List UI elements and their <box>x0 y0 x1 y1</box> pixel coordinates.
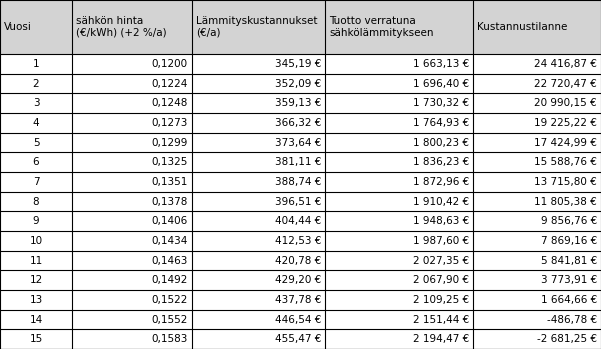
Bar <box>0 172 601 192</box>
Text: 0,1224: 0,1224 <box>151 79 188 89</box>
Bar <box>0 251 601 270</box>
Text: 381,11 €: 381,11 € <box>275 157 321 167</box>
Text: 1 800,23 €: 1 800,23 € <box>413 138 469 148</box>
Text: 404,44 €: 404,44 € <box>275 216 321 226</box>
Text: sähkön hinta
(€/kWh) (+2 %/a): sähkön hinta (€/kWh) (+2 %/a) <box>76 16 166 38</box>
Text: 20 990,15 €: 20 990,15 € <box>534 98 597 108</box>
Text: 0,1583: 0,1583 <box>151 334 188 344</box>
Text: 0,1299: 0,1299 <box>151 138 188 148</box>
Text: 2 194,47 €: 2 194,47 € <box>413 334 469 344</box>
Text: 0,1248: 0,1248 <box>151 98 188 108</box>
Text: 0,1351: 0,1351 <box>151 177 188 187</box>
Bar <box>0 113 601 133</box>
Text: 0,1200: 0,1200 <box>152 59 188 69</box>
Text: 2 027,35 €: 2 027,35 € <box>413 255 469 266</box>
Text: 412,53 €: 412,53 € <box>275 236 321 246</box>
Text: 359,13 €: 359,13 € <box>275 98 321 108</box>
Text: 0,1492: 0,1492 <box>151 275 188 285</box>
Text: 0,1552: 0,1552 <box>151 314 188 325</box>
Text: 2: 2 <box>32 79 39 89</box>
Text: -2 681,25 €: -2 681,25 € <box>537 334 597 344</box>
Bar <box>0 0 601 54</box>
Text: 0,1463: 0,1463 <box>151 255 188 266</box>
Text: 2 151,44 €: 2 151,44 € <box>413 314 469 325</box>
Text: 2 109,25 €: 2 109,25 € <box>413 295 469 305</box>
Text: 0,1434: 0,1434 <box>151 236 188 246</box>
Text: 1 664,66 €: 1 664,66 € <box>541 295 597 305</box>
Text: Lämmityskustannukset
(€/a): Lämmityskustannukset (€/a) <box>196 16 317 38</box>
Bar <box>0 329 601 349</box>
Text: 24 416,87 €: 24 416,87 € <box>534 59 597 69</box>
Bar <box>0 231 601 251</box>
Text: 22 720,47 €: 22 720,47 € <box>534 79 597 89</box>
Text: 1 730,32 €: 1 730,32 € <box>413 98 469 108</box>
Text: Tuotto verratuna
sähkölämmitykseen: Tuotto verratuna sähkölämmitykseen <box>329 16 433 38</box>
Bar <box>0 310 601 329</box>
Text: 388,74 €: 388,74 € <box>275 177 321 187</box>
Bar <box>0 211 601 231</box>
Text: 1 663,13 €: 1 663,13 € <box>413 59 469 69</box>
Text: 366,32 €: 366,32 € <box>275 118 321 128</box>
Text: 5 841,81 €: 5 841,81 € <box>541 255 597 266</box>
Bar <box>0 74 601 94</box>
Bar <box>0 54 601 74</box>
Text: 1 987,60 €: 1 987,60 € <box>413 236 469 246</box>
Text: 0,1406: 0,1406 <box>151 216 188 226</box>
Text: 352,09 €: 352,09 € <box>275 79 321 89</box>
Text: 5: 5 <box>32 138 39 148</box>
Text: 1 836,23 €: 1 836,23 € <box>413 157 469 167</box>
Text: 1 764,93 €: 1 764,93 € <box>413 118 469 128</box>
Bar <box>0 133 601 153</box>
Bar <box>0 270 601 290</box>
Text: 8: 8 <box>32 196 39 207</box>
Text: 3 773,91 €: 3 773,91 € <box>541 275 597 285</box>
Text: 17 424,99 €: 17 424,99 € <box>534 138 597 148</box>
Bar <box>0 192 601 211</box>
Text: 10: 10 <box>29 236 43 246</box>
Text: 15 588,76 €: 15 588,76 € <box>534 157 597 167</box>
Text: 9: 9 <box>32 216 39 226</box>
Text: 3: 3 <box>32 98 39 108</box>
Text: 345,19 €: 345,19 € <box>275 59 321 69</box>
Text: 1 872,96 €: 1 872,96 € <box>413 177 469 187</box>
Text: 1 696,40 €: 1 696,40 € <box>413 79 469 89</box>
Text: 420,78 €: 420,78 € <box>275 255 321 266</box>
Text: 12: 12 <box>29 275 43 285</box>
Text: 13 715,80 €: 13 715,80 € <box>534 177 597 187</box>
Text: 9 856,76 €: 9 856,76 € <box>541 216 597 226</box>
Text: 373,64 €: 373,64 € <box>275 138 321 148</box>
Text: 396,51 €: 396,51 € <box>275 196 321 207</box>
Bar <box>0 153 601 172</box>
Text: Kustannustilanne: Kustannustilanne <box>477 22 567 32</box>
Text: 0,1378: 0,1378 <box>151 196 188 207</box>
Text: 446,54 €: 446,54 € <box>275 314 321 325</box>
Text: 437,78 €: 437,78 € <box>275 295 321 305</box>
Bar <box>0 94 601 113</box>
Text: 0,1325: 0,1325 <box>151 157 188 167</box>
Text: 14: 14 <box>29 314 43 325</box>
Text: 6: 6 <box>32 157 39 167</box>
Bar <box>0 290 601 310</box>
Text: 429,20 €: 429,20 € <box>275 275 321 285</box>
Text: 15: 15 <box>29 334 43 344</box>
Text: 0,1522: 0,1522 <box>151 295 188 305</box>
Text: 2 067,90 €: 2 067,90 € <box>413 275 469 285</box>
Text: 7: 7 <box>32 177 39 187</box>
Text: 1: 1 <box>32 59 39 69</box>
Text: 13: 13 <box>29 295 43 305</box>
Text: -486,78 €: -486,78 € <box>547 314 597 325</box>
Text: 1 910,42 €: 1 910,42 € <box>413 196 469 207</box>
Text: 4: 4 <box>32 118 39 128</box>
Text: 11 805,38 €: 11 805,38 € <box>534 196 597 207</box>
Text: 11: 11 <box>29 255 43 266</box>
Text: 1 948,63 €: 1 948,63 € <box>413 216 469 226</box>
Text: 0,1273: 0,1273 <box>151 118 188 128</box>
Text: 19 225,22 €: 19 225,22 € <box>534 118 597 128</box>
Text: Vuosi: Vuosi <box>4 22 32 32</box>
Text: 7 869,16 €: 7 869,16 € <box>541 236 597 246</box>
Text: 455,47 €: 455,47 € <box>275 334 321 344</box>
